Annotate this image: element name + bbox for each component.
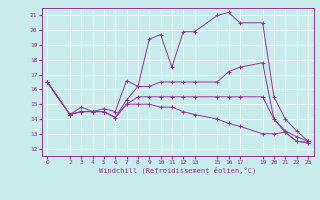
X-axis label: Windchill (Refroidissement éolien,°C): Windchill (Refroidissement éolien,°C)	[99, 167, 256, 174]
